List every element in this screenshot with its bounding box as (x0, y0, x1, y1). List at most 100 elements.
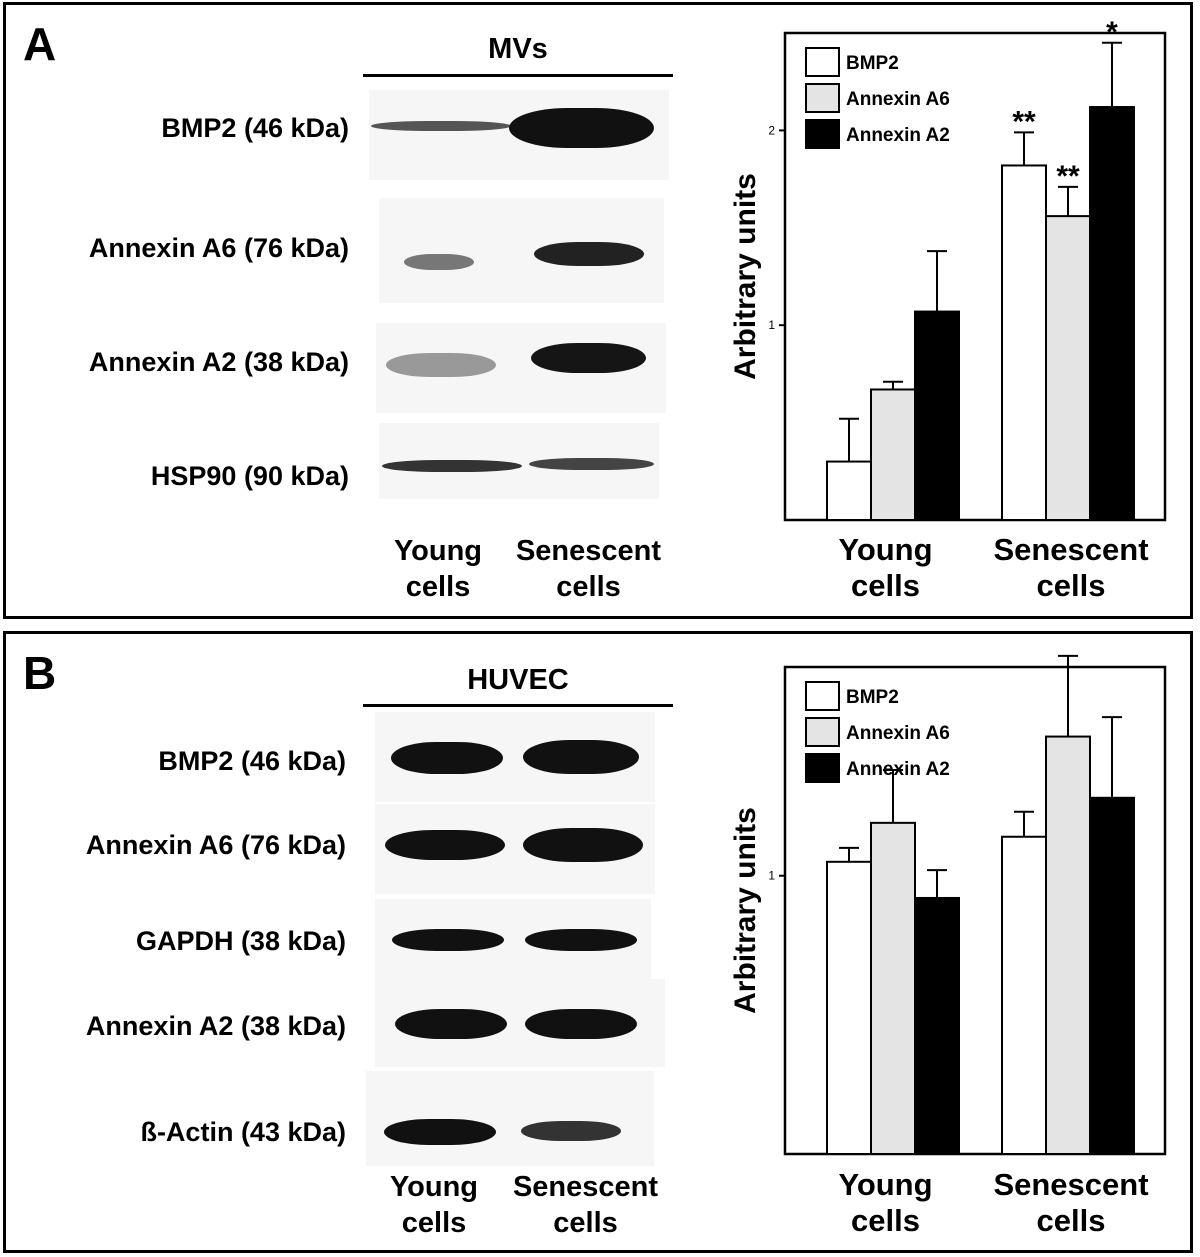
panel-b: B HUVEC BMP2 (46 kDa) Annexin A6 (76 kDa… (3, 631, 1193, 1253)
group-label-line: cells (1036, 568, 1106, 603)
panel-a: A MVs BMP2 (46 kDa) Annexin A6 (76 kDa) … (3, 2, 1193, 619)
lane-label-line: cells (556, 571, 621, 603)
bar (1001, 835, 1047, 1156)
lane-label-line: cells (553, 1207, 618, 1239)
blot-band (521, 1121, 621, 1141)
blot-band (525, 1009, 637, 1039)
blot-band (382, 460, 522, 472)
group-label-line: Young (838, 1167, 933, 1202)
band-label: BMP2 (46 kDa) (161, 113, 349, 143)
lane-label-line: cells (401, 1207, 467, 1239)
blot-band (531, 343, 646, 373)
y-tick-label: 1 (768, 869, 775, 883)
bar (914, 896, 960, 1155)
band-label: BMP2 (46 kDa) (158, 746, 346, 776)
lane-label-line: Young (393, 535, 483, 567)
blot-band (385, 830, 505, 860)
blot-band (386, 353, 496, 377)
blot-band (509, 108, 654, 148)
bar (826, 860, 872, 1156)
blot-strip (375, 804, 655, 894)
plot-frame (783, 665, 1167, 1156)
blot-strip (375, 899, 651, 979)
band-label: Annexin A6 (76 kDa) (88, 233, 349, 263)
group-label: Senescent cells (971, 532, 1171, 604)
lane-label-line: cells (405, 571, 471, 603)
significance-label: ** (1012, 105, 1036, 138)
bar-chart: 1 Arbitrary units BMP2 Annexin A6 Annexin A2 (729, 654, 1167, 1156)
blot-band (404, 254, 474, 270)
band-label: HSP90 (90 kDa) (150, 461, 349, 491)
bar (1045, 215, 1091, 521)
legend-label: BMP2 (846, 53, 899, 74)
blot-strip (379, 423, 659, 499)
blot-strip (375, 712, 655, 802)
lane-label-line: Senescent (512, 1171, 659, 1203)
y-axis-label: Arbitrary units (729, 173, 762, 380)
y-tick-label: 2 (768, 123, 775, 137)
group-label-line: Senescent (993, 1167, 1149, 1202)
panel-letter: B (23, 647, 57, 699)
legend-label: Annexin A2 (846, 125, 950, 146)
legend-swatch (805, 119, 840, 149)
plot-frame (783, 31, 1167, 522)
blot-title: MVs (488, 33, 548, 65)
blot-title: HUVEC (467, 664, 569, 696)
group-label-line: cells (851, 568, 920, 603)
panel-letter: A (23, 18, 57, 70)
lane-label: Young cells (369, 1169, 499, 1241)
group-label: Young cells (798, 1167, 973, 1239)
blot-strip (366, 1071, 654, 1166)
blot-band (523, 740, 639, 774)
legend-label: BMP2 (846, 687, 899, 708)
lane-label: Senescent cells (501, 533, 676, 605)
group-label-line: cells (851, 1203, 920, 1238)
bar (870, 821, 916, 1155)
blot-title-rule (363, 704, 673, 707)
lane-label: Young cells (373, 533, 503, 605)
lane-label: Senescent cells (498, 1169, 673, 1241)
group-label: Young cells (798, 532, 973, 604)
group-label-line: Senescent (993, 532, 1149, 567)
blot-strip (376, 323, 666, 413)
legend-label: Annexin A6 (846, 89, 950, 110)
group-label-line: cells (1036, 1203, 1106, 1238)
blot-band (534, 242, 644, 266)
group-label-line: Young (838, 532, 933, 567)
bar (1089, 106, 1135, 522)
blot-strip (369, 90, 669, 180)
band-label: ß-Actin (43 kDa) (140, 1117, 346, 1147)
blot-strip (375, 979, 665, 1067)
bar (826, 460, 872, 521)
legend-label: Annexin A6 (846, 723, 950, 744)
lane-label-line: Senescent (515, 535, 662, 567)
legend-swatch (805, 681, 840, 711)
blot-band (525, 929, 637, 951)
bar (914, 310, 960, 521)
bar (1089, 796, 1135, 1155)
legend-swatch (805, 717, 840, 747)
legend-swatch (805, 83, 840, 113)
bar (870, 388, 916, 522)
legend-label: Annexin A2 (846, 759, 950, 780)
blot-band (391, 742, 503, 774)
blot-band (523, 828, 643, 862)
band-label: GAPDH (38 kDa) (135, 926, 346, 956)
bar (1001, 164, 1047, 522)
band-label: Annexin A2 (38 kDa) (85, 1011, 346, 1041)
legend-swatch (805, 753, 840, 783)
blot-band (384, 1119, 496, 1145)
blot-strip (379, 198, 664, 303)
lane-label-line: Young (389, 1171, 479, 1203)
band-label: Annexin A2 (38 kDa) (88, 347, 349, 377)
blot-band (529, 458, 654, 470)
blot-band (395, 1009, 507, 1039)
significance-label: ** (1056, 160, 1080, 193)
group-label: Senescent cells (971, 1167, 1171, 1239)
bar (1045, 735, 1091, 1155)
significance-label: * (1106, 16, 1118, 49)
y-axis-label: Arbitrary units (729, 807, 762, 1014)
band-label: Annexin A6 (76 kDa) (85, 830, 346, 860)
blot-band (392, 929, 504, 951)
